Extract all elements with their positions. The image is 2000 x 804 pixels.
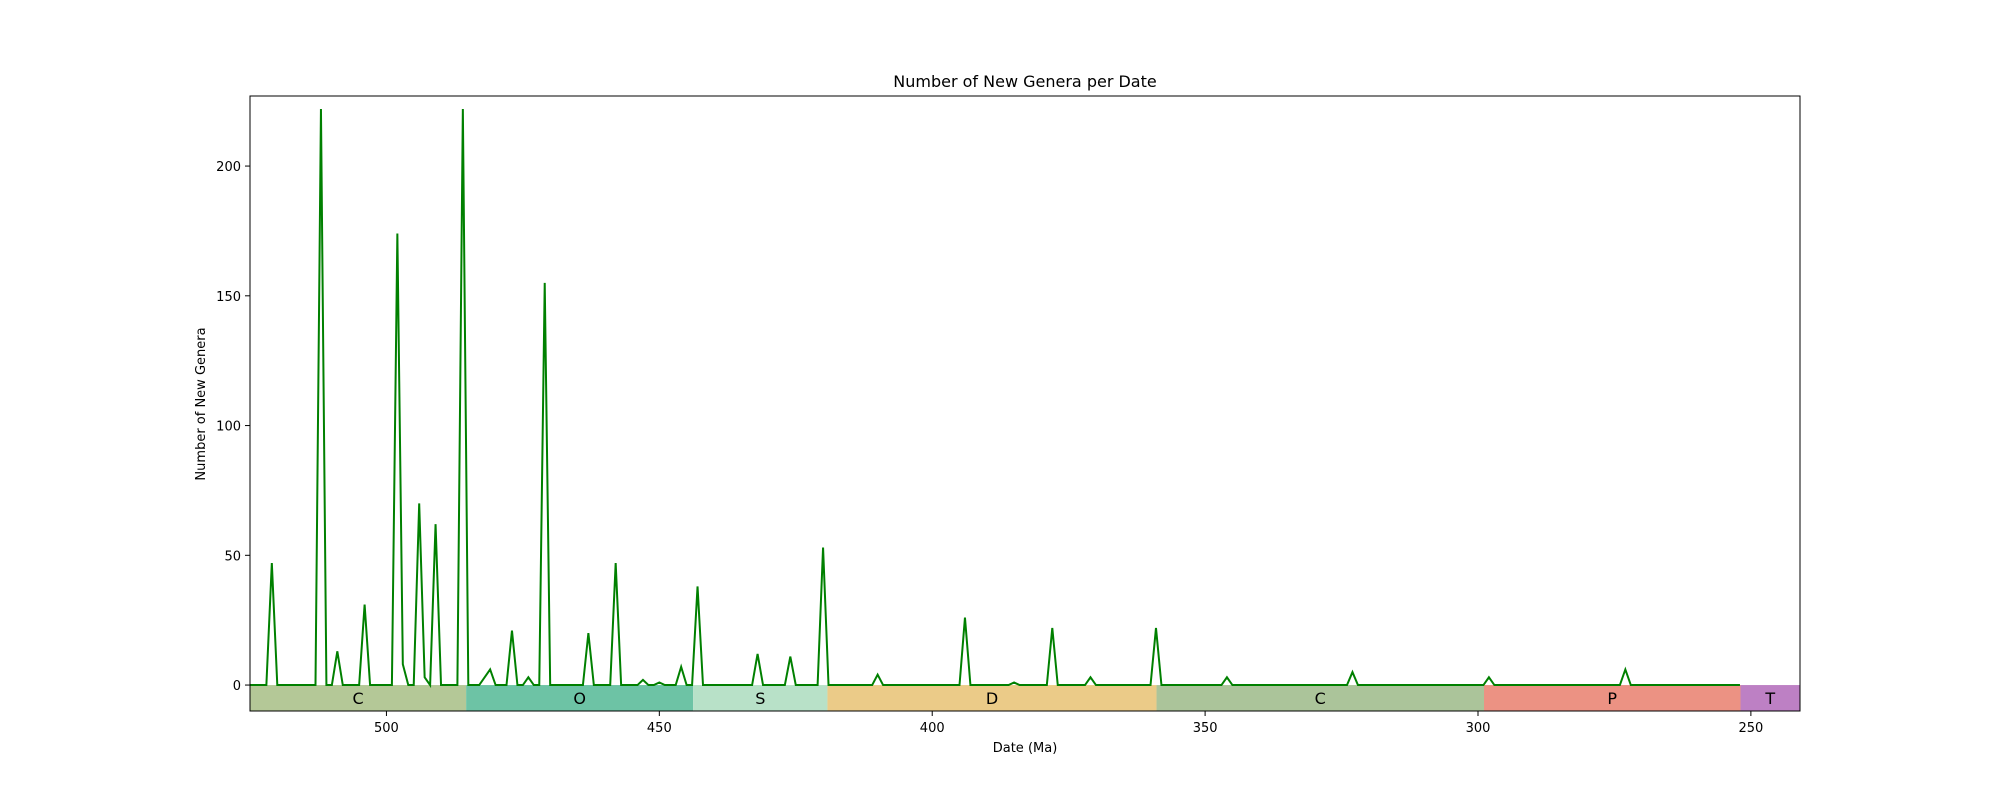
period-band-2 <box>693 685 828 711</box>
period-band-6 <box>1740 685 1800 711</box>
y-tick-label: 0 <box>233 679 241 694</box>
period-band-5 <box>1483 685 1741 711</box>
x-tick-label: 300 <box>1466 721 1491 736</box>
x-tick-label: 450 <box>647 721 672 736</box>
plot-frame <box>249 95 1801 712</box>
x-axis-label: Date (Ma) <box>993 741 1058 756</box>
period-label-5: P <box>1607 689 1617 708</box>
period-label-6: T <box>1764 689 1775 708</box>
y-tick-label: 150 <box>216 290 241 305</box>
period-band-0 <box>250 685 467 711</box>
x-tick-label: 500 <box>374 721 399 736</box>
series-line-0 <box>250 108 1740 689</box>
y-tick-label: 100 <box>216 420 241 435</box>
y-tick-label: 50 <box>224 549 241 564</box>
x-tick-label: 400 <box>920 721 945 736</box>
period-label-3: D <box>986 689 998 708</box>
period-label-1: O <box>573 689 586 708</box>
series-layer <box>250 108 1740 689</box>
y-axis: 0 50 100 150 200 <box>216 160 250 694</box>
period-band-4 <box>1156 685 1484 711</box>
x-axis: 500 450 400 350 300 250 <box>374 711 1763 736</box>
period-band-1 <box>466 685 694 711</box>
period-label-0: C <box>352 689 363 708</box>
chart-title: Number of New Genera per Date <box>893 72 1156 91</box>
y-tick-label: 200 <box>216 160 241 175</box>
period-label-2: S <box>755 689 765 708</box>
period-band-3 <box>827 685 1157 711</box>
period-label-4: C <box>1315 689 1326 708</box>
x-tick-label: 250 <box>1738 721 1763 736</box>
y-axis-label: Number of New Genera <box>194 327 209 480</box>
x-tick-label: 350 <box>1193 721 1218 736</box>
